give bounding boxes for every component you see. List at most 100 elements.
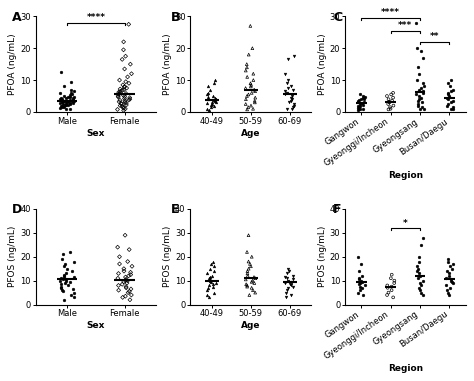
Point	[120, 84, 128, 90]
Point	[245, 51, 253, 58]
Point	[208, 99, 215, 106]
Point	[57, 96, 65, 102]
Point	[447, 278, 455, 284]
Point	[122, 53, 129, 59]
Point	[443, 268, 451, 274]
Point	[416, 258, 423, 264]
Point	[212, 99, 220, 105]
Point	[416, 273, 424, 279]
Point	[417, 242, 424, 248]
Point	[68, 78, 75, 85]
Point	[204, 90, 212, 96]
Point	[417, 280, 424, 286]
Point	[118, 56, 126, 62]
Point	[355, 104, 363, 110]
Point	[115, 91, 122, 98]
Point	[283, 275, 291, 281]
Point	[289, 276, 296, 282]
Point	[114, 275, 122, 281]
Point	[123, 100, 130, 106]
Point	[63, 276, 70, 282]
Point	[123, 280, 131, 286]
Point	[443, 94, 450, 101]
Point	[247, 102, 255, 109]
Point	[445, 292, 453, 298]
Point	[355, 97, 363, 103]
Point	[248, 45, 256, 51]
Point	[415, 70, 422, 77]
Point	[211, 98, 219, 104]
Point	[445, 93, 452, 99]
Point	[442, 275, 450, 281]
Point	[412, 91, 420, 98]
Point	[289, 86, 297, 93]
Point	[289, 104, 297, 110]
Point	[66, 97, 74, 103]
Point	[354, 99, 362, 106]
Point	[417, 94, 425, 101]
Point	[291, 101, 298, 107]
Y-axis label: PFOS (ng/mL): PFOS (ng/mL)	[9, 226, 18, 287]
Point	[252, 275, 259, 281]
Point	[419, 292, 427, 298]
Point	[284, 85, 292, 91]
Point	[123, 102, 130, 108]
Point	[66, 94, 74, 100]
Point	[388, 272, 395, 278]
Point	[388, 287, 395, 293]
Point	[243, 106, 251, 112]
Point	[446, 83, 454, 90]
X-axis label: Sex: Sex	[87, 321, 105, 330]
Point	[60, 263, 67, 269]
Point	[413, 45, 421, 51]
Point	[361, 282, 368, 288]
Point	[357, 278, 365, 284]
Text: **: **	[430, 32, 439, 41]
Point	[419, 80, 427, 86]
Point	[354, 107, 362, 114]
Point	[116, 261, 123, 267]
Point	[383, 292, 391, 298]
Point	[118, 101, 125, 107]
Point	[248, 285, 255, 291]
Point	[67, 90, 75, 96]
Point	[62, 280, 69, 286]
Point	[208, 104, 215, 110]
Point	[244, 268, 251, 274]
Point	[444, 96, 452, 102]
Point	[287, 98, 294, 104]
Point	[59, 101, 66, 107]
Point	[121, 106, 129, 112]
Point	[417, 290, 424, 296]
Point	[210, 290, 218, 296]
Point	[444, 91, 452, 98]
Point	[207, 102, 215, 108]
Point	[70, 295, 78, 301]
Point	[69, 95, 77, 101]
Point	[290, 273, 297, 279]
Point	[449, 280, 457, 286]
Point	[355, 276, 363, 282]
Point	[385, 96, 392, 102]
Point	[283, 271, 291, 277]
Point	[414, 101, 422, 107]
Point	[418, 99, 425, 106]
Point	[285, 99, 293, 106]
Point	[249, 287, 257, 293]
Point	[64, 102, 72, 108]
Y-axis label: PFOS (ng/mL): PFOS (ng/mL)	[318, 226, 327, 287]
Point	[66, 92, 74, 98]
Point	[357, 261, 365, 267]
Point	[291, 102, 298, 109]
Point	[127, 61, 134, 67]
Point	[58, 96, 66, 102]
X-axis label: Region: Region	[388, 171, 423, 180]
Point	[281, 88, 289, 94]
Point	[445, 290, 452, 296]
Point	[359, 94, 367, 101]
Point	[284, 77, 292, 83]
Point	[356, 268, 363, 274]
Point	[246, 80, 254, 86]
Point	[212, 280, 220, 286]
Point	[415, 254, 423, 260]
